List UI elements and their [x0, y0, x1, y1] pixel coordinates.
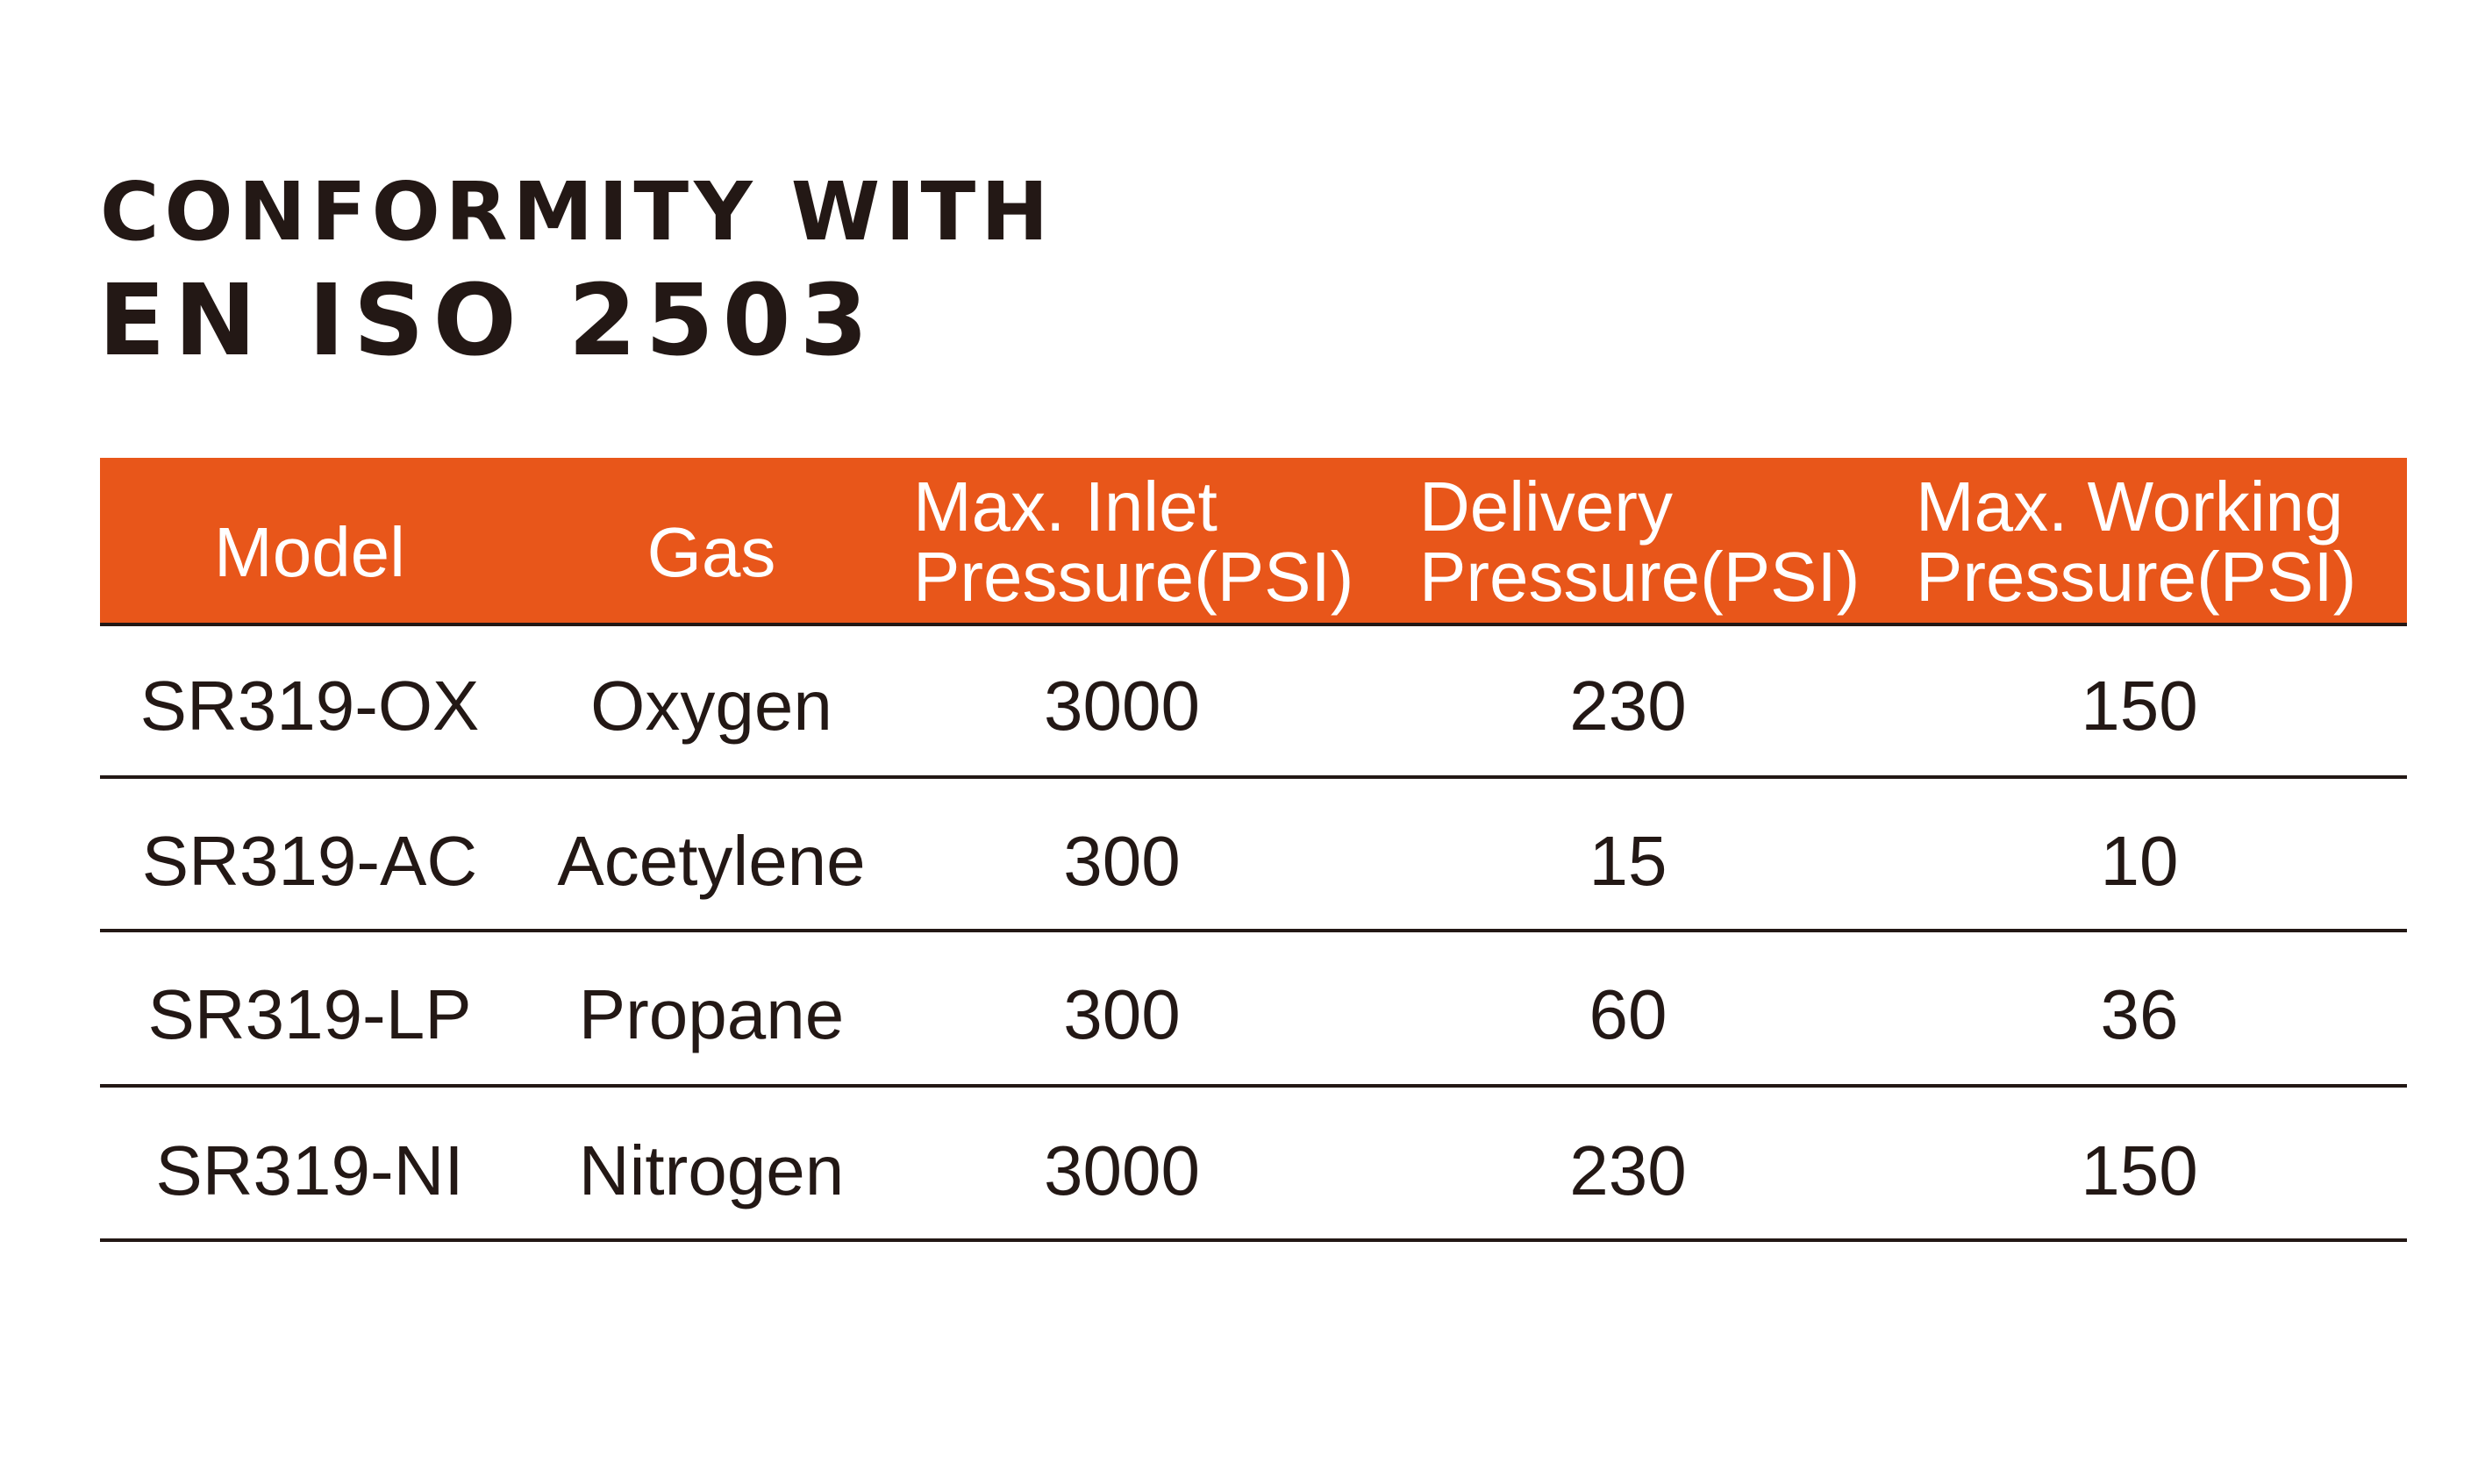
table-cell: 15 — [1589, 822, 1667, 900]
column-header: Max. Working — [1916, 467, 2344, 546]
row-divider — [100, 775, 2407, 779]
column-header: Model — [214, 513, 405, 591]
table-cell: Nitrogen — [578, 1131, 845, 1209]
column-header: Pressure(PSI) — [1419, 538, 1860, 616]
row-divider — [100, 623, 2407, 626]
title-line: EN ISO 2503 — [98, 264, 877, 378]
column-header: Delivery — [1419, 467, 1673, 546]
table-cell: Acetylene — [557, 822, 866, 900]
row-divider — [100, 929, 2407, 932]
table-cell: 3000 — [1044, 667, 1200, 745]
table-cell: SR319-AC — [141, 822, 478, 900]
row-divider — [100, 1084, 2407, 1088]
table-cell: 300 — [1063, 822, 1181, 900]
title-line: CONFORMITY WITH — [100, 165, 1054, 259]
header-bar — [100, 458, 2407, 623]
table-cell: SR319-NI — [155, 1131, 464, 1209]
table-cell: SR319-OX — [139, 667, 480, 745]
table-cell: 300 — [1063, 975, 1181, 1053]
table-cell: 60 — [1589, 975, 1667, 1053]
table-cell: Propane — [578, 975, 845, 1053]
table-cell: 230 — [1569, 1131, 1687, 1209]
column-header: Gas — [646, 513, 776, 591]
table-cell: 10 — [2100, 822, 2179, 900]
column-header: Max. Inlet — [913, 467, 1218, 546]
column-header: Pressure(PSI) — [913, 538, 1354, 616]
table-cell: SR319-LP — [147, 975, 472, 1053]
table-cell: 150 — [2081, 1131, 2198, 1209]
table-cell: 3000 — [1044, 1131, 1200, 1209]
table-cell: Oxygen — [590, 667, 832, 745]
table-cell: 230 — [1569, 667, 1687, 745]
table-cell: 36 — [2100, 975, 2179, 1053]
table-cell: 150 — [2081, 667, 2198, 745]
column-header: Pressure(PSI) — [1916, 538, 2357, 616]
row-divider — [100, 1238, 2407, 1242]
